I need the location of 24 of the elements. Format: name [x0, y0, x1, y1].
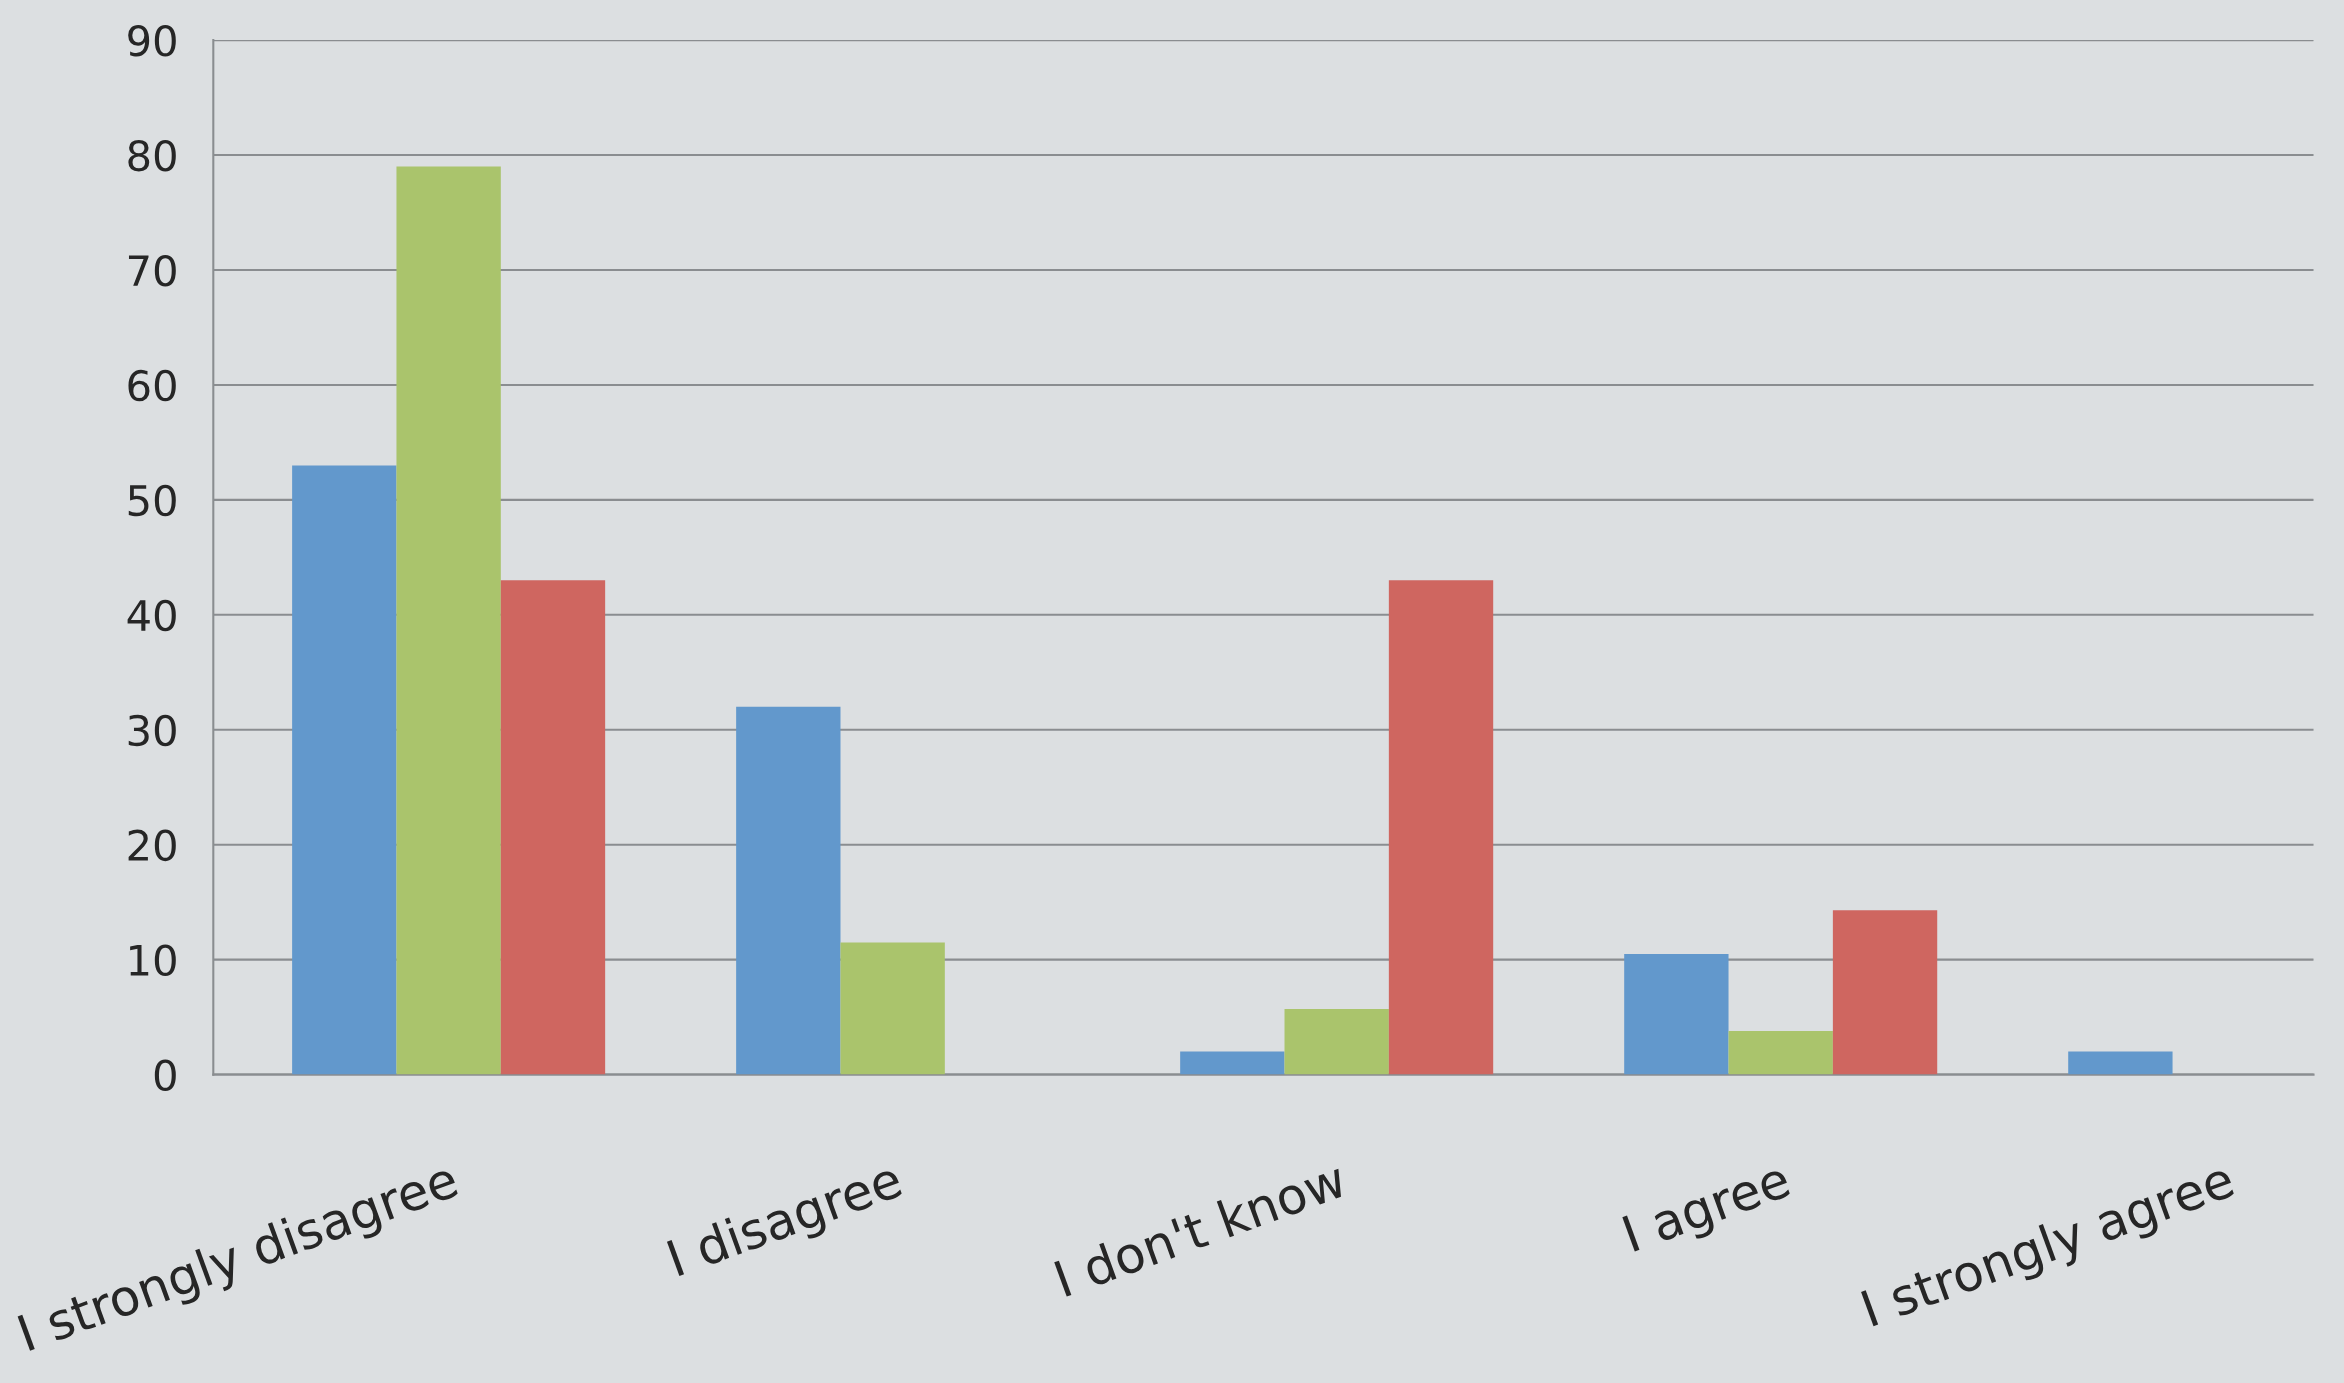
bar	[396, 166, 501, 1075]
bar	[840, 942, 945, 1075]
bar	[500, 580, 606, 1075]
bar	[1728, 1030, 1833, 1075]
bar	[2068, 1051, 2173, 1075]
bar	[1624, 953, 1729, 1075]
y-tick-label: 90	[128, 25, 176, 57]
y-tick-label: 20	[128, 829, 176, 862]
y-tick-label: 0	[154, 1059, 176, 1092]
y-tick-label: 30	[128, 714, 176, 747]
bar	[736, 706, 841, 1075]
bar	[1284, 1009, 1389, 1075]
y-tick-label: 10	[130, 944, 176, 977]
x-tick-label: I agree	[1622, 1160, 1795, 1262]
bar	[292, 465, 397, 1075]
bar	[1180, 1051, 1285, 1075]
y-tick-label: 40	[127, 599, 176, 632]
y-tick-label: 80	[128, 139, 176, 172]
y-tick-label: 70	[128, 254, 176, 287]
bar	[1388, 580, 1494, 1075]
bar	[1832, 910, 1938, 1075]
y-tick-label: 50	[128, 484, 176, 517]
y-tick-label: 60	[128, 369, 176, 402]
x-tick-label: I don't know	[1053, 1158, 1348, 1298]
